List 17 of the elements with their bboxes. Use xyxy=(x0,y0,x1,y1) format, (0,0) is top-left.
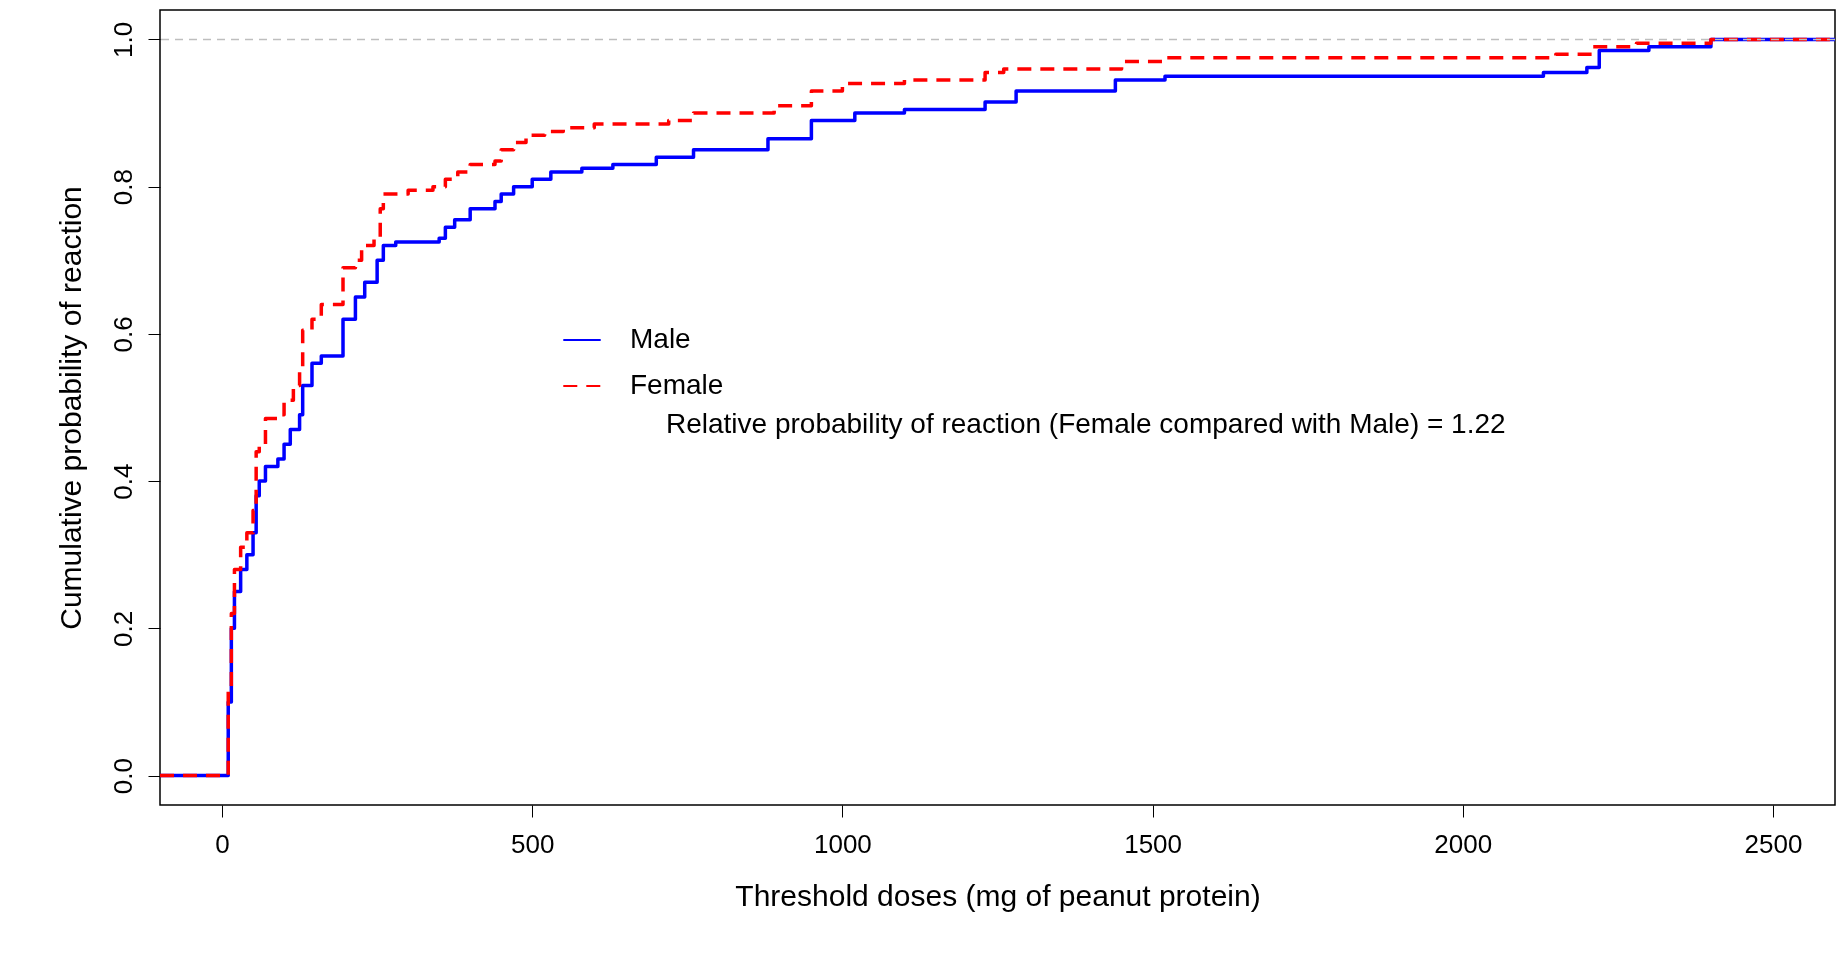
y-tick-label: 0.0 xyxy=(107,757,138,795)
y-tick-label: 0.2 xyxy=(107,610,138,647)
y-tick-label: 1.0 xyxy=(107,21,138,59)
legend-label: Female xyxy=(630,369,724,401)
y-tick-label: 0.6 xyxy=(107,316,138,353)
y-tick-label: 0.4 xyxy=(107,463,138,500)
x-tick-label: 2500 xyxy=(1744,828,1803,859)
y-tick-label: 0.8 xyxy=(107,169,138,206)
x-axis-title: Threshold doses (mg of peanut protein) xyxy=(735,878,1261,912)
x-tick-label: 1000 xyxy=(813,828,872,859)
y-axis-title: Cumulative probability of reaction xyxy=(53,186,87,630)
x-tick-label: 1500 xyxy=(1124,828,1183,859)
x-tick-label: 0 xyxy=(215,828,230,859)
x-tick-label: 2000 xyxy=(1434,828,1493,859)
annotation: Relative probability of reaction (Female compared with Male) = 1.22 xyxy=(666,408,1506,440)
legend-label: Male xyxy=(630,323,691,355)
x-tick-label: 500 xyxy=(511,828,555,859)
